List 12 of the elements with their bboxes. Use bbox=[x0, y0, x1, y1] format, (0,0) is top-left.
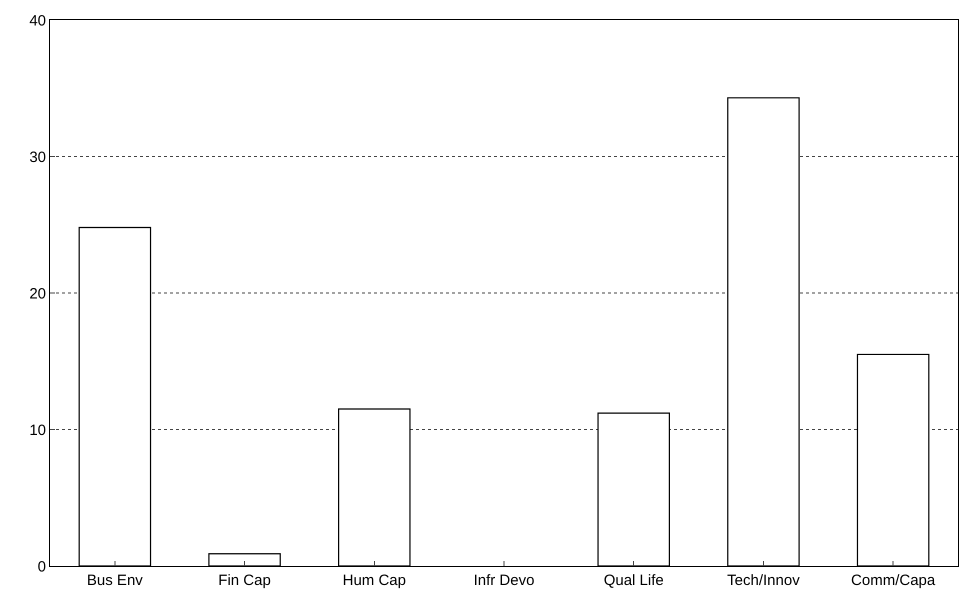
y-tick-label: 40 bbox=[29, 12, 46, 30]
x-tick-label: Bus Env bbox=[86, 572, 144, 589]
x-tick-label: Hum Cap bbox=[342, 572, 406, 589]
x-tick-label: Infr Devo bbox=[474, 572, 534, 589]
x-tick-label: Tech/Innov bbox=[727, 572, 800, 589]
x-tick-label: Fin Cap bbox=[218, 572, 271, 589]
x-tick-label: Qual Life bbox=[604, 572, 664, 589]
x-tick-label: Comm/Capa bbox=[851, 572, 936, 589]
y-tick-label: 10 bbox=[29, 422, 46, 439]
y-tick-label: 20 bbox=[29, 285, 46, 302]
y-tick-label: 30 bbox=[29, 148, 46, 166]
y-tick-label: 0 bbox=[38, 558, 46, 576]
